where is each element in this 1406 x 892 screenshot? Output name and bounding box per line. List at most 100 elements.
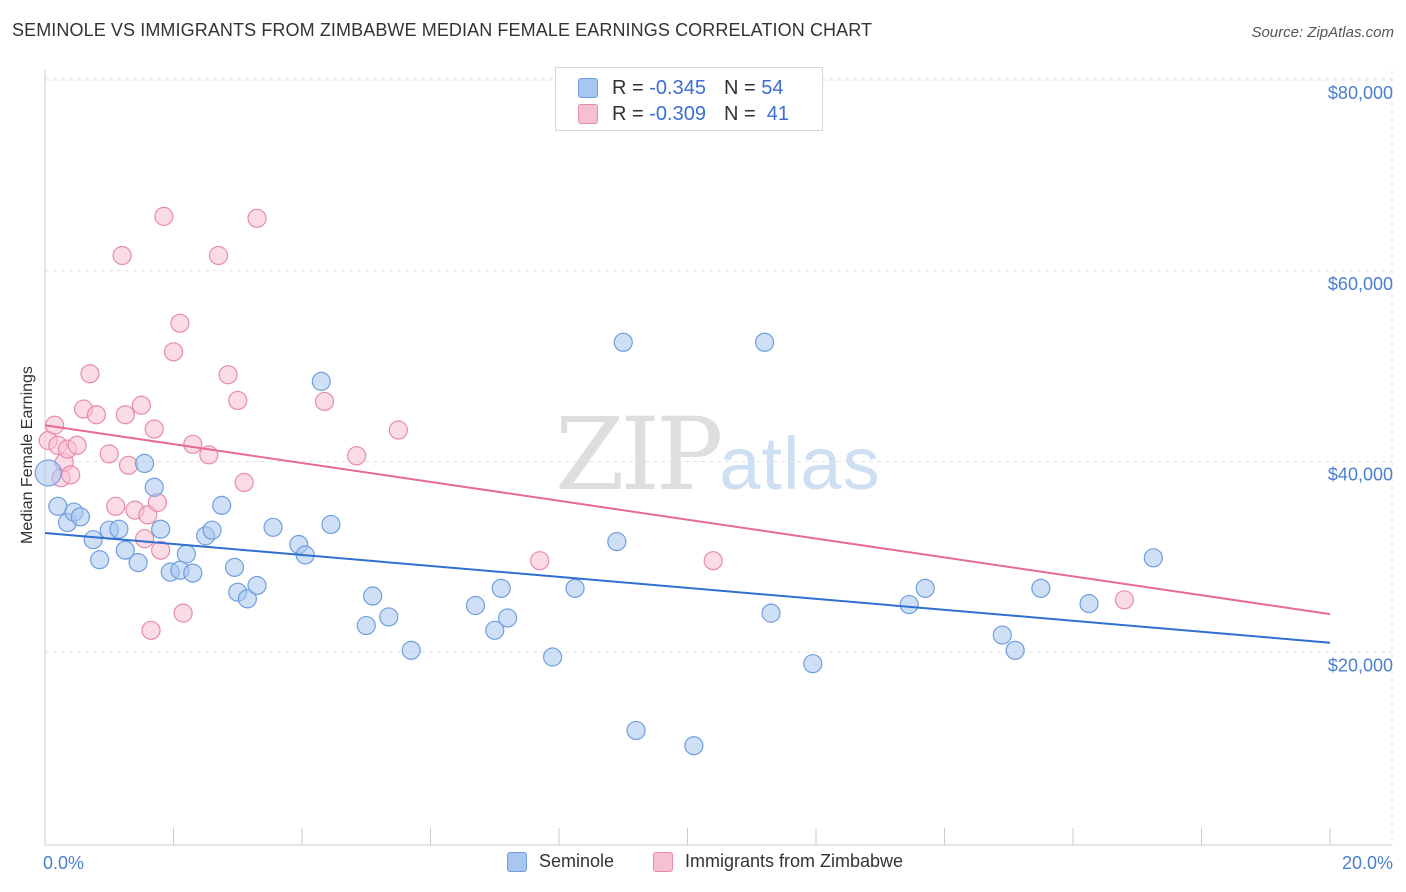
seminole-point — [144, 477, 164, 497]
zimbabwe-trend-line — [44, 424, 1331, 616]
legend-r-value: -0.309 — [649, 102, 706, 125]
seminole-swatch — [507, 851, 527, 872]
series-name: Immigrants from Zimbabwe — [685, 851, 904, 871]
zimbabwe-point — [154, 206, 174, 226]
zimbabwe-swatch — [578, 104, 598, 124]
seminole-point — [128, 552, 148, 573]
seminole-point — [379, 607, 399, 627]
bottom-legend-zimbabwe: Immigrants from Zimbabwe — [653, 851, 903, 872]
zimbabwe-point — [115, 405, 135, 425]
seminole-point — [915, 578, 935, 598]
seminole-point — [247, 575, 267, 596]
seminole-point — [115, 540, 135, 560]
seminole-point — [90, 550, 110, 570]
legend-row-seminole: R = -0.345 N = 54 — [578, 76, 783, 100]
seminole-point — [491, 578, 511, 598]
chart-title: SEMINOLE VS IMMIGRANTS FROM ZIMBABWE MED… — [12, 20, 873, 40]
seminole-point — [607, 532, 627, 552]
seminole-point — [1143, 548, 1163, 568]
seminole-point — [34, 459, 62, 487]
seminole-point — [1031, 578, 1051, 598]
seminole-point — [224, 557, 245, 577]
zimbabwe-point — [347, 446, 367, 466]
y-tick-label: $60,000 — [1328, 274, 1393, 294]
seminole-point — [70, 507, 90, 527]
seminole-point — [212, 495, 232, 515]
zimbabwe-point — [112, 245, 132, 266]
zimbabwe-point — [173, 603, 193, 623]
zimbabwe-point — [388, 420, 408, 440]
seminole-point — [48, 496, 68, 516]
zimbabwe-point — [163, 342, 184, 362]
seminole-swatch — [578, 78, 598, 98]
series-name: Seminole — [539, 851, 615, 871]
data-points — [34, 206, 1163, 756]
seminole-point — [183, 563, 203, 583]
seminole-point — [542, 647, 563, 667]
seminole-point — [992, 625, 1012, 645]
seminole-point — [684, 736, 704, 756]
grid-lines — [45, 70, 1393, 845]
zimbabwe-point — [144, 419, 164, 439]
zimbabwe-point — [314, 391, 335, 412]
trend-lines — [44, 424, 1331, 644]
seminole-point — [237, 589, 257, 609]
zimbabwe-point — [99, 444, 119, 464]
zimbabwe-point — [61, 465, 81, 485]
seminole-point — [83, 530, 103, 550]
seminole-point — [465, 595, 486, 616]
legend-n-label: N = — [723, 76, 756, 99]
x-tick-label: 0.0% — [43, 853, 84, 873]
seminole-point — [565, 578, 585, 598]
legend-n-value: 54 — [761, 76, 784, 99]
legend-n-label: N = — [723, 102, 756, 125]
legend-r-value: -0.345 — [649, 76, 706, 99]
zimbabwe-point — [247, 208, 267, 228]
x-tick-label: 20.0% — [1342, 853, 1393, 873]
zimbabwe-point — [67, 435, 87, 455]
zimbabwe-point — [151, 540, 171, 560]
y-tick-label: $20,000 — [1328, 655, 1393, 675]
seminole-point — [761, 603, 781, 623]
zimbabwe-point — [86, 405, 107, 425]
zimbabwe-point — [1114, 590, 1135, 610]
legend-r-label: R = — [612, 102, 644, 125]
seminole-point — [626, 720, 646, 741]
zimbabwe-point — [118, 455, 139, 475]
zimbabwe-swatch — [653, 851, 673, 872]
correlation-legend: R = -0.345 N = 54 R = -0.309 N = 41 — [555, 67, 823, 131]
tick-labels: $20,000 $40,000 $60,000 $80,000 0.0% 20.0% — [43, 83, 1393, 873]
zimbabwe-point — [228, 390, 248, 411]
zimbabwe-point — [703, 551, 723, 571]
seminole-point — [754, 332, 775, 352]
seminole-point — [401, 640, 421, 660]
seminole-point — [202, 520, 222, 540]
seminole-point — [321, 514, 341, 535]
seminole-point — [1079, 594, 1099, 614]
zimbabwe-point — [141, 620, 161, 640]
legend-n-value: 41 — [766, 102, 790, 125]
seminole-point — [485, 620, 505, 640]
seminole-point — [109, 519, 129, 539]
y-tick-label: $80,000 — [1328, 83, 1393, 103]
seminole-point — [356, 615, 376, 636]
y-tick-label: $40,000 — [1328, 465, 1393, 485]
seminole-point — [803, 654, 823, 674]
zimbabwe-point — [170, 313, 190, 333]
zimbabwe-point — [106, 496, 126, 516]
source-label: Source: ZipAtlas.com — [1251, 24, 1394, 41]
seminole-point — [1005, 640, 1025, 660]
zimbabwe-point — [208, 245, 229, 266]
axes — [44, 70, 1392, 846]
zimbabwe-point — [134, 529, 155, 549]
zimbabwe-point — [218, 365, 238, 385]
zimbabwe-point — [80, 364, 100, 384]
legend-r-label: R = — [612, 76, 644, 99]
seminole-point — [899, 594, 919, 615]
seminole-trend-line — [44, 532, 1331, 644]
zimbabwe-point — [131, 395, 151, 415]
seminole-point — [613, 332, 633, 352]
bottom-legend-seminole: Seminole — [507, 851, 614, 872]
seminole-point — [134, 453, 155, 474]
